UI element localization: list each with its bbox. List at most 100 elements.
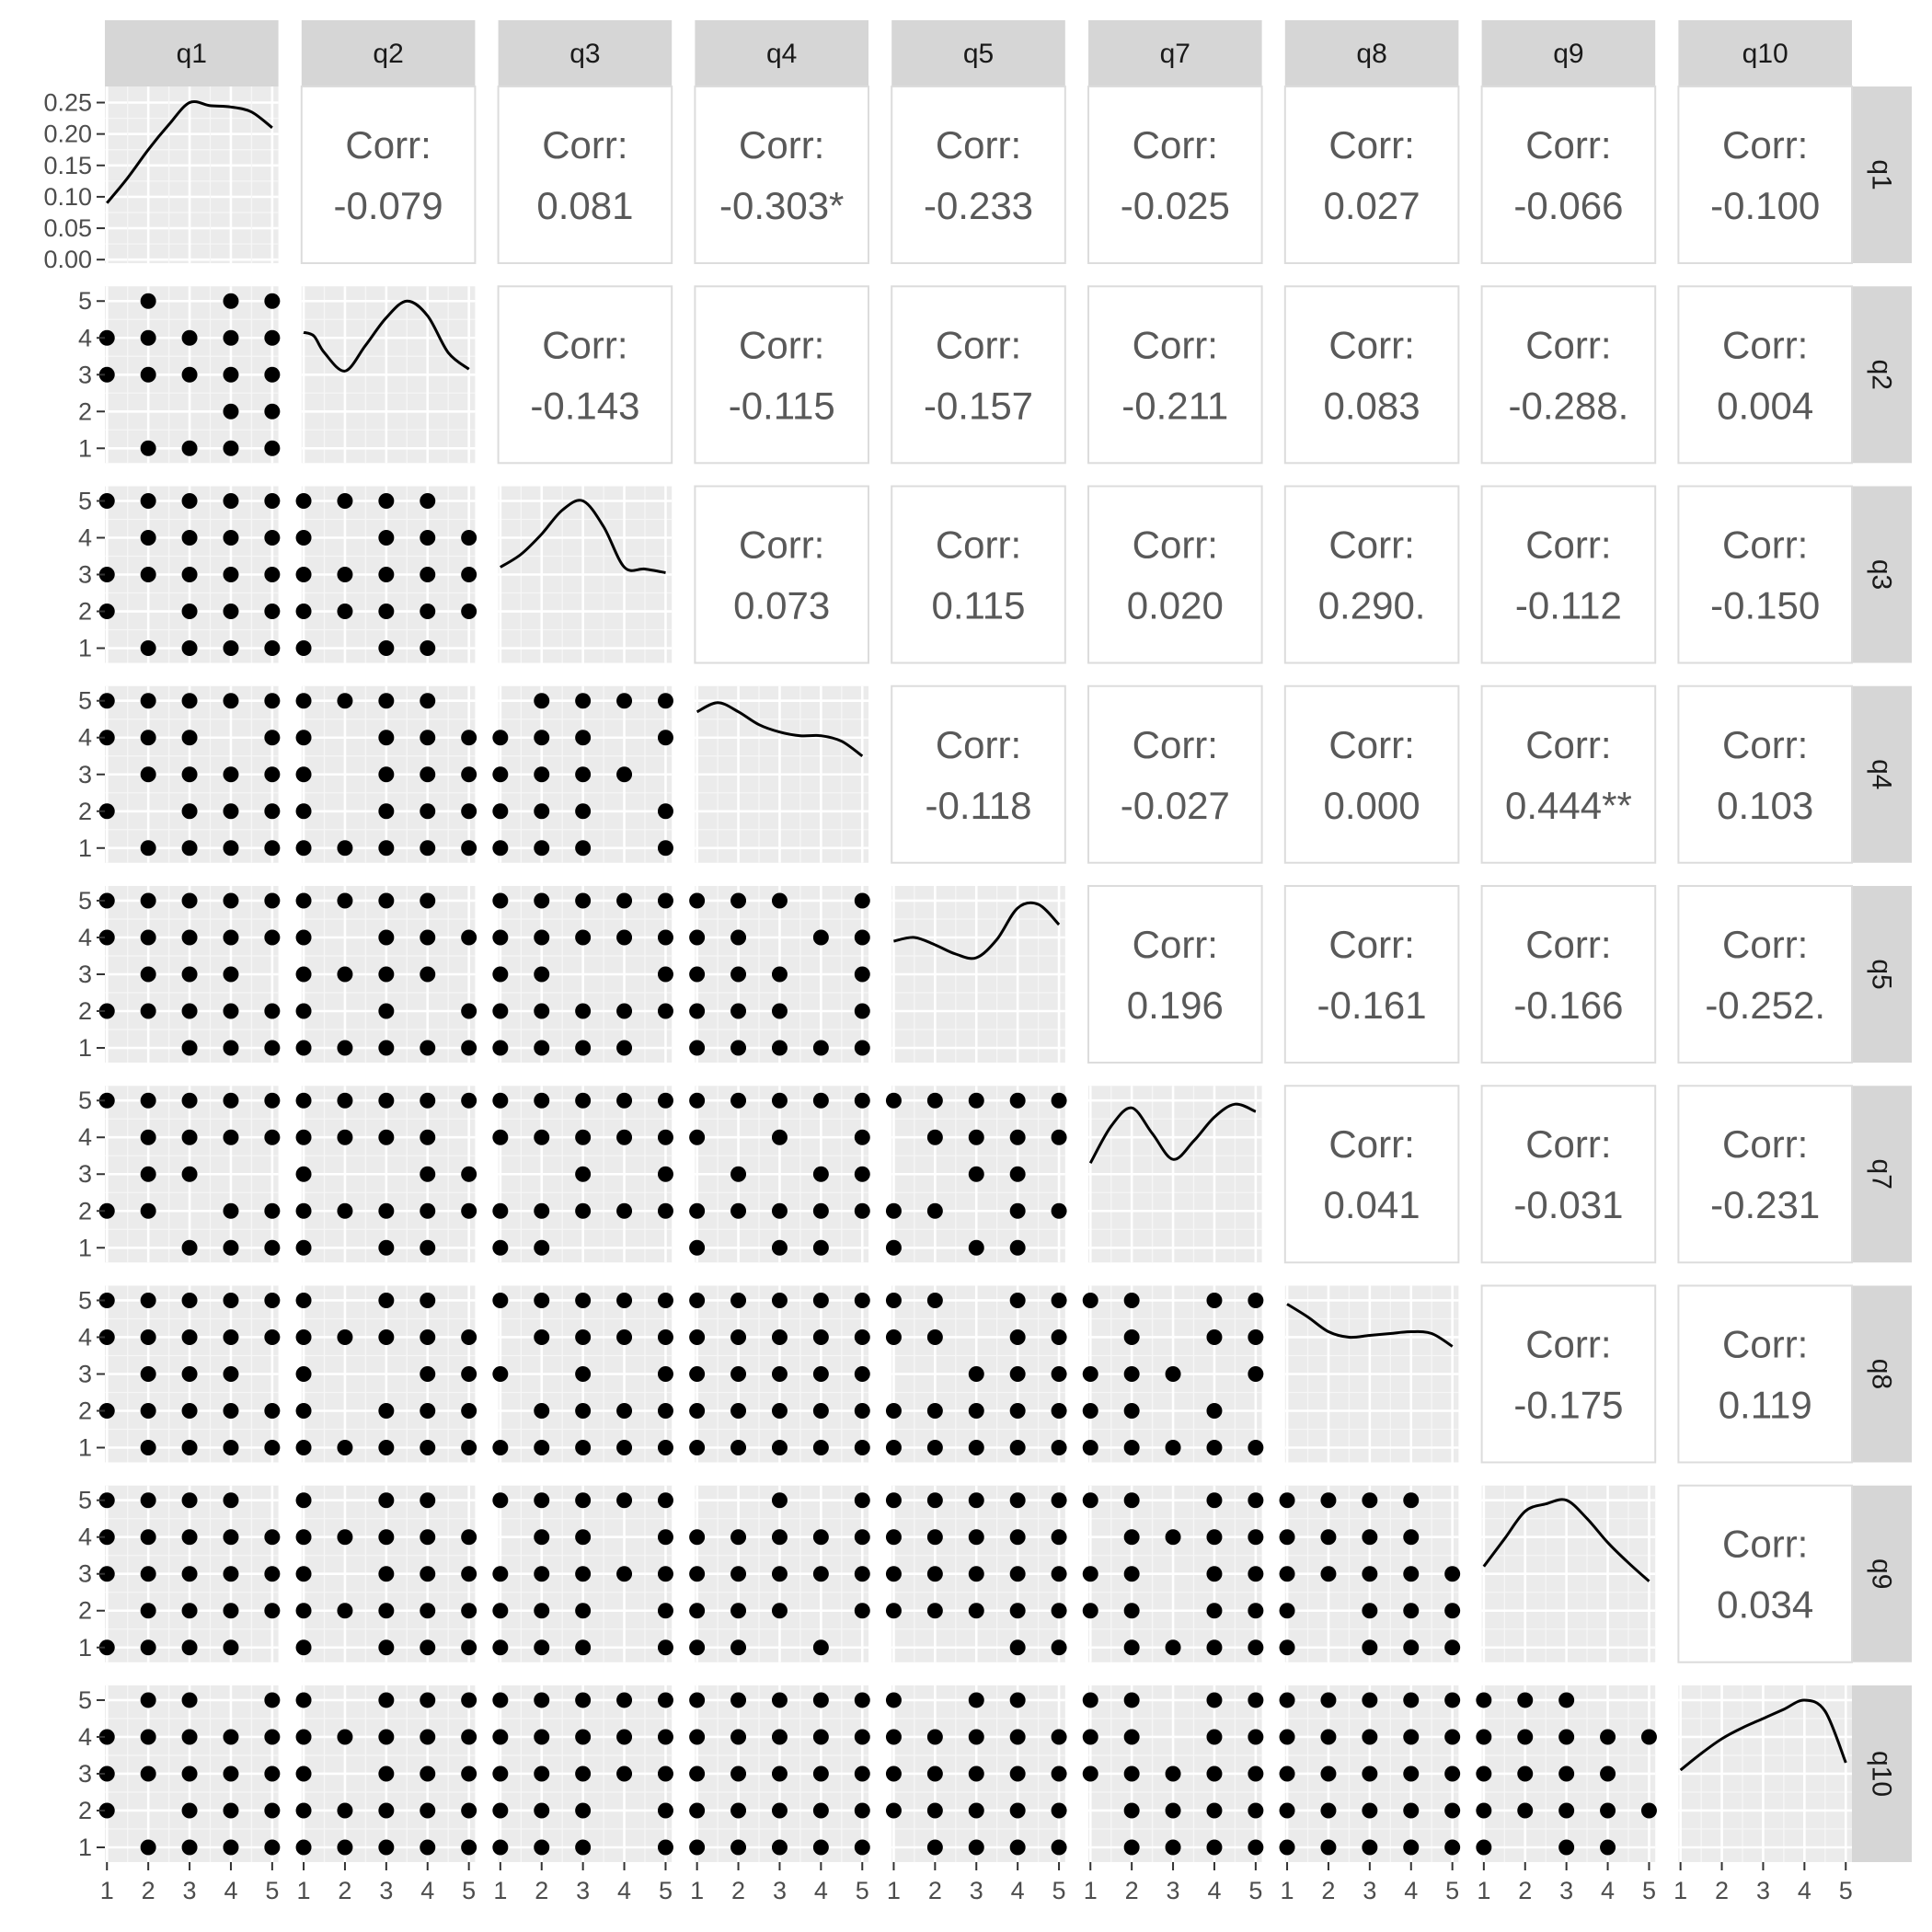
column-strip-label: q1 — [177, 39, 207, 69]
scatter-point — [926, 1765, 943, 1782]
scatter-point — [295, 966, 312, 983]
scatter-point — [812, 1839, 829, 1856]
scatter-point — [223, 1402, 239, 1419]
scatter-point — [295, 1839, 312, 1856]
scatter-point — [885, 1402, 902, 1419]
scatter-point — [181, 1003, 198, 1019]
scatter-point — [181, 1729, 198, 1745]
scatter-point — [295, 1492, 312, 1509]
panel-q4-q5: Corr: -0.118 — [891, 684, 1066, 864]
scatter-point — [420, 1440, 436, 1456]
scatter-point — [1403, 1603, 1420, 1619]
scatter-point — [1206, 1639, 1223, 1656]
scatter-point — [140, 440, 156, 456]
scatter-point — [1362, 1566, 1378, 1582]
y-tick-label: 1 — [78, 434, 92, 462]
scatter-point — [264, 1129, 281, 1145]
scatter-point — [534, 1202, 550, 1219]
scatter-point — [264, 293, 281, 309]
panel-q1-q7: Corr: -0.025 — [1087, 86, 1263, 265]
scatter-point — [1640, 1802, 1657, 1819]
scatter-point — [1248, 1440, 1264, 1456]
y-tick-label: 0.25 — [43, 88, 92, 116]
scatter-point — [181, 840, 198, 857]
scatter-point — [420, 892, 436, 909]
scatter-point — [1248, 1292, 1264, 1308]
scatter-point — [181, 1692, 198, 1708]
row-strip-q9 — [1852, 1485, 1912, 1662]
scatter-point — [140, 693, 156, 709]
scatter-point — [420, 530, 436, 546]
scatter-point — [98, 1292, 115, 1308]
scatter-point — [378, 1802, 395, 1819]
scatter-point — [264, 803, 281, 820]
scatter-point — [657, 1166, 673, 1182]
scatter-point — [420, 1328, 436, 1345]
scatter-point — [657, 1129, 673, 1145]
scatter-point — [295, 1202, 312, 1219]
scatter-point — [885, 1729, 902, 1745]
scatter-point — [223, 1003, 239, 1019]
scatter-point — [461, 1566, 477, 1582]
scatter-point — [885, 1692, 902, 1708]
x-tick-label: 2 — [535, 1877, 548, 1904]
x-tick-label: 5 — [1642, 1877, 1656, 1904]
scatter-point — [223, 329, 239, 346]
scatter-point — [420, 1566, 436, 1582]
corr-panel-bg — [1480, 884, 1657, 1064]
scatter-point — [730, 892, 747, 909]
scatter-point — [1279, 1839, 1295, 1856]
scatter-point — [420, 1603, 436, 1619]
scatter-point — [295, 1603, 312, 1619]
y-tick-label: 4 — [78, 324, 92, 351]
corr-label: Corr: — [1525, 523, 1611, 567]
scatter-point — [812, 1566, 829, 1582]
scatter-point — [657, 803, 673, 820]
scatter-point — [378, 1839, 395, 1856]
scatter-point — [223, 966, 239, 983]
scatter-point — [689, 1839, 706, 1856]
x-tick-label: 5 — [856, 1877, 869, 1904]
scatter-point — [730, 1202, 747, 1219]
scatter-point — [1123, 1492, 1140, 1509]
scatter-point — [1009, 1402, 1026, 1419]
scatter-point — [378, 1292, 395, 1308]
scatter-point — [1009, 1603, 1026, 1619]
scatter-point — [968, 1603, 984, 1619]
corr-label: Corr: — [1328, 123, 1414, 167]
scatter-point — [771, 1003, 788, 1019]
x-tick-label: 1 — [1084, 1877, 1098, 1904]
scatter-point — [1082, 1292, 1098, 1308]
scatter-point — [689, 1129, 706, 1145]
corr-value: 0.083 — [1324, 384, 1420, 427]
scatter-point — [730, 1328, 747, 1345]
scatter-point — [534, 1603, 550, 1619]
x-tick-label: 5 — [1445, 1877, 1459, 1904]
scatter-point — [657, 1292, 673, 1308]
panel-q5-q1 — [98, 885, 281, 1064]
column-strip-label: q5 — [963, 39, 994, 69]
scatter-point — [616, 892, 633, 909]
scatter-point — [492, 1239, 509, 1256]
scatter-point — [575, 1166, 592, 1182]
scatter-point — [181, 366, 198, 383]
scatter-point — [264, 1566, 281, 1582]
scatter-point — [926, 1440, 943, 1456]
corr-value: 0.119 — [1719, 1383, 1812, 1426]
scatter-point — [492, 1802, 509, 1819]
row-strip-label: q7 — [1867, 1159, 1897, 1190]
scatter-point — [1206, 1292, 1223, 1308]
scatter-point — [575, 1365, 592, 1382]
scatter-point — [534, 1492, 550, 1509]
column-strip-label: q4 — [766, 39, 797, 69]
scatter-point — [295, 1003, 312, 1019]
corr-label: Corr: — [1722, 1523, 1808, 1566]
scatter-point — [378, 1202, 395, 1219]
corr-value: 0.027 — [1324, 184, 1420, 227]
scatter-point — [616, 1729, 633, 1745]
scatter-point — [1123, 1729, 1140, 1745]
x-tick-label: 2 — [1125, 1877, 1139, 1904]
scatter-point — [575, 1003, 592, 1019]
panel-q8-q9: Corr: -0.175 — [1480, 1284, 1657, 1464]
scatter-point — [181, 730, 198, 746]
